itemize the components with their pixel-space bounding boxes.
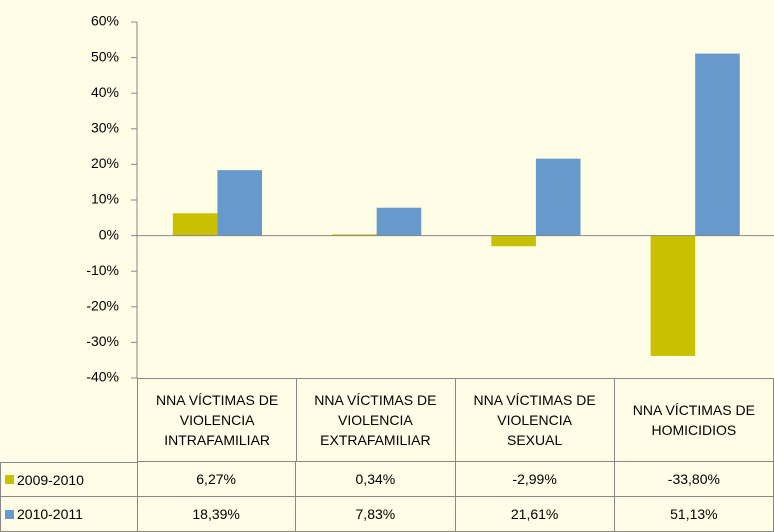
bar <box>376 207 422 236</box>
y-tick-label: -40% <box>86 369 119 385</box>
category-cell: NNA VÍCTIMAS DE VIOLENCIA EXTRAFAMILIAR <box>296 378 456 462</box>
y-tick-label: 60% <box>91 13 119 29</box>
category-label: NNA VÍCTIMAS DE VIOLENCIA SEXUAL <box>473 392 596 448</box>
y-tick-label: -20% <box>86 298 119 314</box>
category-label: NNA VÍCTIMAS DE HOMICIDIOS <box>632 402 755 438</box>
y-tick-label: 30% <box>91 120 119 136</box>
legend-cell: 2009-2010 <box>0 462 138 497</box>
legend-label: 2010-2011 <box>17 506 83 522</box>
legend-key <box>5 509 14 519</box>
y-tick-label: 50% <box>91 48 119 64</box>
value-cell: 6,27% <box>137 462 297 497</box>
bar <box>172 213 218 236</box>
legend-cell: 2010-2011 <box>0 497 138 532</box>
legend-label: 2009-2010 <box>17 471 84 488</box>
category-label: NNA VÍCTIMAS DE VIOLENCIA EXTRAFAMILIAR <box>314 392 437 448</box>
y-tick-label: 10% <box>91 191 119 207</box>
y-tick-label: 0% <box>99 226 119 242</box>
value-cell: 7,83% <box>296 497 456 532</box>
value-cell: 18,39% <box>137 497 297 532</box>
legend-key <box>5 475 14 484</box>
value-cell: -2,99% <box>455 462 615 497</box>
y-tick-label: -30% <box>86 333 119 349</box>
category-cell: NNA VÍCTIMAS DE VIOLENCIA INTRAFAMILIAR <box>137 378 298 462</box>
category-cell: NNA VÍCTIMAS DE HOMICIDIOS <box>614 378 774 462</box>
y-tick-label: 20% <box>91 155 119 171</box>
bar <box>491 235 536 247</box>
bar <box>650 235 696 356</box>
value-cell: -33,80% <box>614 462 774 497</box>
category-label: NNA VÍCTIMAS DE VIOLENCIA INTRAFAMILIAR <box>156 392 279 448</box>
value-cell: 0,34% <box>296 462 456 497</box>
value-cell: 21,61% <box>455 497 615 532</box>
value-cell: 51,13% <box>614 497 774 532</box>
bar <box>535 158 581 236</box>
category-cell: NNA VÍCTIMAS DE VIOLENCIA SEXUAL <box>455 378 615 462</box>
y-tick-label: -10% <box>86 262 119 278</box>
bar <box>695 53 740 236</box>
bar <box>332 234 377 236</box>
y-tick-label: 40% <box>91 84 119 100</box>
bar <box>217 170 263 236</box>
